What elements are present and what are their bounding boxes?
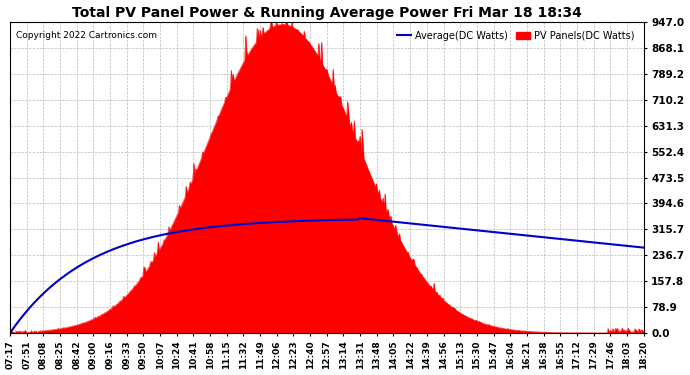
Title: Total PV Panel Power & Running Average Power Fri Mar 18 18:34: Total PV Panel Power & Running Average P… (72, 6, 582, 20)
Text: Copyright 2022 Cartronics.com: Copyright 2022 Cartronics.com (17, 32, 157, 40)
Legend: Average(DC Watts), PV Panels(DC Watts): Average(DC Watts), PV Panels(DC Watts) (393, 27, 639, 45)
